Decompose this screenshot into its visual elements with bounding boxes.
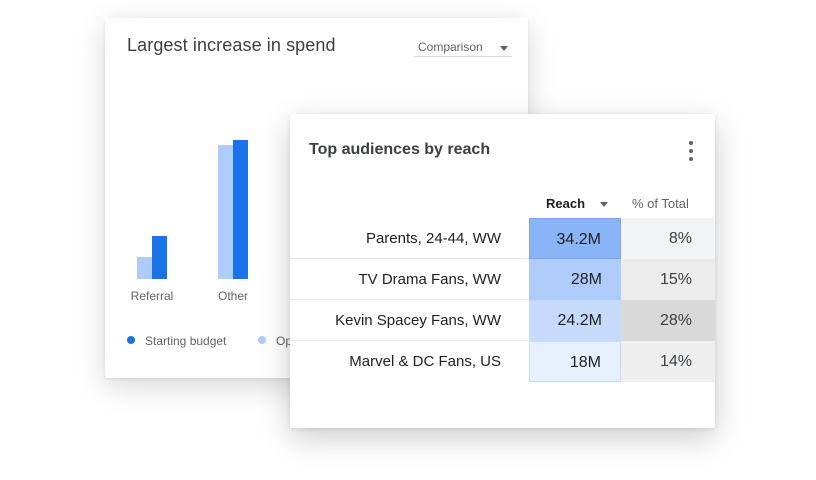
x-tick-label: Other [218, 289, 248, 303]
chevron-down-icon [500, 46, 508, 51]
dropdown-selected-value: Comparison [418, 40, 483, 54]
pct-cell: 28% [621, 300, 715, 341]
row-divider [290, 340, 529, 341]
reach-value: 24.2M [557, 312, 602, 329]
bar-referral-series-1[interactable] [152, 236, 167, 279]
x-tick-label: Referral [131, 289, 174, 303]
column-header-label: Reach [546, 196, 586, 211]
audience-name: Kevin Spacey Fans, WW [335, 312, 501, 329]
legend-label: Starting budget [145, 334, 227, 348]
row-divider [290, 258, 529, 259]
legend-dot-icon [127, 336, 135, 344]
reach-cell: 28M [529, 259, 621, 300]
sort-desc-icon [600, 202, 608, 207]
column-header-label: % of Total [632, 196, 689, 211]
bar-other-series-0[interactable] [218, 145, 233, 279]
reach-cell: 34.2M [529, 218, 621, 259]
legend-label: Op [276, 334, 293, 348]
row-divider [290, 299, 529, 300]
reach-value: 18M [569, 354, 601, 371]
more-vert-icon[interactable] [686, 141, 696, 165]
pct-cell: 15% [621, 259, 715, 300]
audience-name: TV Drama Fans, WW [358, 271, 501, 288]
chart-title: Largest increase in spend [127, 35, 336, 55]
table-row[interactable]: Marvel & DC Fans, US 18M 14% [290, 341, 715, 382]
reach-cell: 24.2M [529, 300, 621, 341]
legend-dot-icon [258, 336, 266, 344]
pct-cell: 8% [621, 218, 715, 259]
top-audiences-card: Top audiences by reach Reach % of Total … [290, 114, 715, 428]
audience-name: Parents, 24-44, WW [365, 230, 501, 247]
pct-value: 14% [659, 353, 692, 370]
pct-value: 28% [659, 312, 692, 329]
bar-referral-series-0[interactable] [137, 257, 152, 279]
legend-item-starting-budget: Starting budget [127, 334, 226, 348]
table-row[interactable]: TV Drama Fans, WW 28M 15% [290, 259, 715, 300]
pct-cell: 14% [621, 341, 715, 382]
bar-chart: Referral Other [131, 140, 248, 303]
reach-value: 34.2M [556, 231, 601, 248]
reach-cell: 18M [529, 341, 621, 382]
audience-name: Marvel & DC Fans, US [349, 353, 501, 370]
table-title: Top audiences by reach [309, 141, 491, 158]
reach-value: 28M [570, 271, 602, 288]
pct-value: 8% [668, 230, 692, 247]
pct-value: 15% [659, 271, 692, 288]
legend-item-op: Op [258, 334, 292, 348]
table-row[interactable]: Parents, 24-44, WW 34.2M 8% [290, 218, 715, 259]
bar-other-series-1[interactable] [233, 140, 248, 279]
table-row[interactable]: Kevin Spacey Fans, WW 24.2M 28% [290, 300, 715, 341]
comparison-dropdown[interactable]: Comparison [414, 38, 512, 57]
